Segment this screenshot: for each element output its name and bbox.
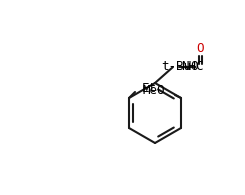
Text: t-BuO: t-BuO xyxy=(161,60,198,74)
Text: O: O xyxy=(196,42,204,54)
Text: C: C xyxy=(195,60,203,74)
Text: MeO: MeO xyxy=(143,84,165,98)
Text: NH: NH xyxy=(181,60,196,74)
Text: Et: Et xyxy=(142,82,157,95)
